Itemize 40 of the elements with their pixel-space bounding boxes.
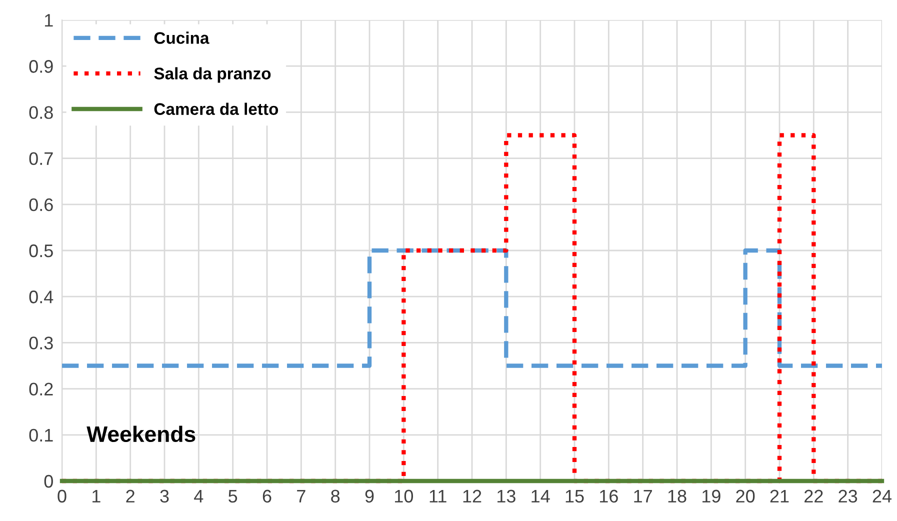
x-tick-label: 1 [92,490,100,502]
x-tick-label: 22 [804,490,823,502]
y-tick-label: 0.5 [29,244,53,258]
y-tick-label: 0 [44,474,53,488]
x-tick-label: 3 [160,490,169,503]
legend-label: Camera da letto [154,102,278,115]
annotation: Weekends [86,426,196,442]
x-tick-label: 20 [736,490,755,503]
x-tick-label: 24 [872,490,892,502]
x-tick-label: 15 [566,490,584,503]
y-tick-label: 0.4 [29,290,54,304]
y-tick-label: 0.8 [29,106,53,119]
x-tick-label: 5 [228,490,238,503]
x-tick-label: 0 [58,490,66,503]
y-tick-label: 0.3 [29,336,53,350]
x-tick-label: 23 [838,490,858,503]
x-tick-label: 13 [498,490,516,503]
x-tick-label: 8 [331,490,340,503]
x-tick-label: 17 [634,490,652,502]
legend-label: Sala da pranzo [154,67,271,83]
x-tick-label: 12 [463,490,482,502]
y-tick-label: 1 [45,14,53,27]
x-tick-label: 19 [702,490,720,503]
x-tick-label: 7 [297,490,306,502]
x-tick-label: 11 [430,490,446,502]
y-tick-label: 0.9 [29,60,53,73]
x-tick-label: 16 [600,490,618,503]
y-tick-label: 0.6 [29,198,53,212]
y-tick-label: 0.7 [29,152,53,166]
x-tick-label: 6 [262,490,272,503]
x-tick-label: 9 [365,490,374,503]
y-tick-label: 0.1 [29,428,53,442]
x-tick-label: 4 [194,490,204,502]
x-tick-label: 14 [532,490,550,502]
x-tick-label: 10 [395,490,414,503]
legend-label: Cucina [154,32,210,44]
x-tick-label: 21 [770,490,789,502]
x-tick-label: 18 [668,490,686,503]
x-tick-label: 2 [126,490,134,502]
y-tick-label: 0.2 [29,382,53,396]
